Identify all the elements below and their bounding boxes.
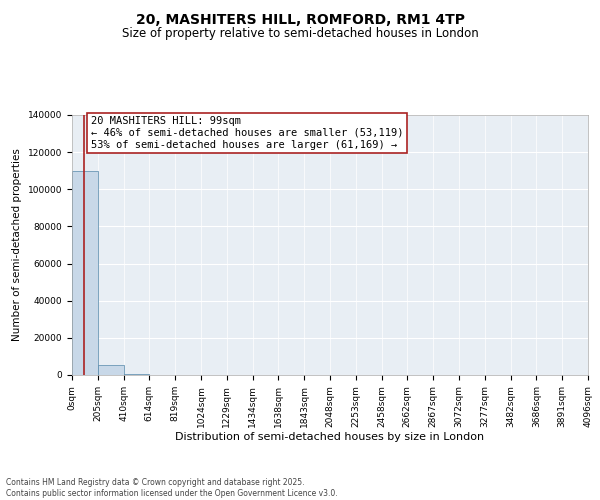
Bar	[72, 170, 98, 375]
Bar	[124, 374, 149, 375]
Bar	[98, 365, 124, 375]
Text: Contains HM Land Registry data © Crown copyright and database right 2025.
Contai: Contains HM Land Registry data © Crown c…	[6, 478, 338, 498]
Text: 20 MASHITERS HILL: 99sqm
← 46% of semi-detached houses are smaller (53,119)
53% : 20 MASHITERS HILL: 99sqm ← 46% of semi-d…	[91, 116, 403, 150]
Text: 20, MASHITERS HILL, ROMFORD, RM1 4TP: 20, MASHITERS HILL, ROMFORD, RM1 4TP	[136, 12, 464, 26]
Y-axis label: Number of semi-detached properties: Number of semi-detached properties	[12, 148, 22, 342]
Text: Size of property relative to semi-detached houses in London: Size of property relative to semi-detach…	[122, 28, 478, 40]
X-axis label: Distribution of semi-detached houses by size in London: Distribution of semi-detached houses by …	[175, 432, 485, 442]
